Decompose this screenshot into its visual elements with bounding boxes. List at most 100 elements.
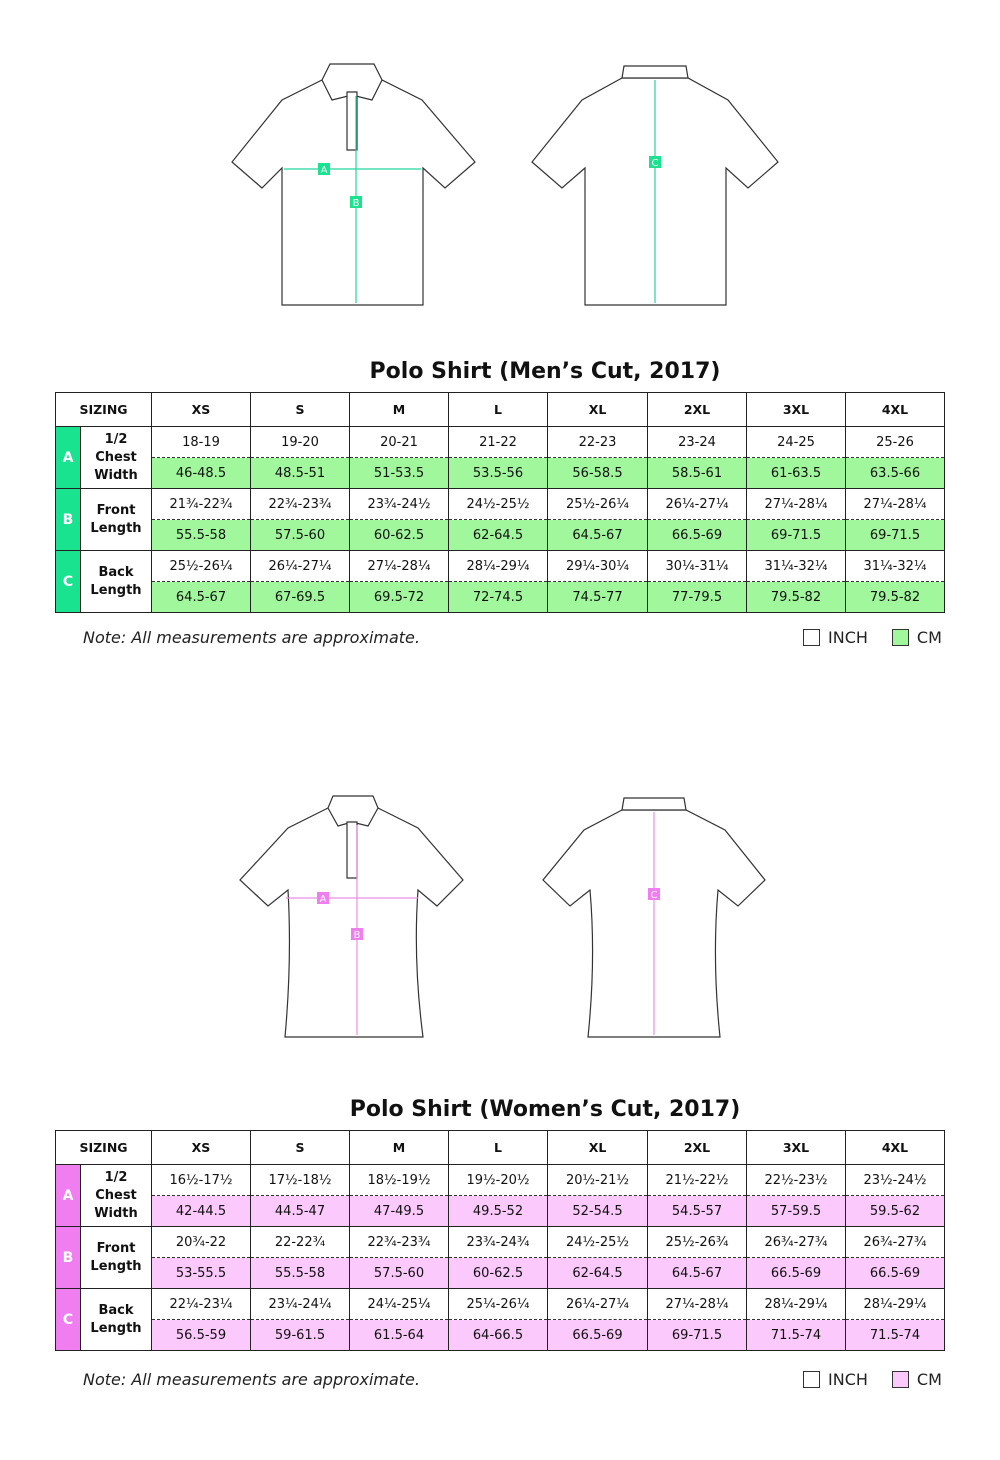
cm-cell: 61-63.5 (746, 457, 846, 489)
cm-cell: 64.5-67 (547, 519, 648, 551)
cm-cell: 66.5-69 (547, 1319, 648, 1351)
mens-marker-a: A (321, 165, 328, 176)
table-row-inch: B Front Length 21¾-22¾ 22¾-23¾ 23¾-24½ 24½-25½… (55, 488, 945, 551)
inch-cell: 27¼-28¼ (845, 488, 945, 520)
row-label: Front Length (80, 1226, 152, 1289)
mens-marker-c: C (652, 158, 659, 169)
cm-swatch (891, 629, 909, 646)
cm-cell: 63.5-66 (845, 457, 945, 489)
inch-cell: 18-19 (151, 426, 251, 458)
size-header: 4XL (845, 392, 945, 427)
inch-cell: 28¼-29¼ (845, 1288, 945, 1320)
size-header: XL (547, 1130, 648, 1165)
row-label: 1/2 Chest Width (80, 1164, 152, 1227)
inch-cell: 20-21 (349, 426, 449, 458)
mens-chart-title: Polo Shirt (Men’s Cut, 2017) (369, 359, 721, 384)
row-letter: B (55, 1226, 81, 1289)
inch-cell: 27¼-28¼ (349, 550, 449, 582)
inch-cell: 27¼-28¼ (647, 1288, 747, 1320)
size-header: XS (151, 392, 251, 427)
size-header: 3XL (746, 1130, 846, 1165)
size-header: XL (547, 392, 648, 427)
cm-cell: 59-61.5 (250, 1319, 350, 1351)
inch-cell: 25½-26¼ (547, 488, 648, 520)
womens-front-shirt (239, 795, 464, 1038)
cm-cell: 72-74.5 (448, 581, 548, 613)
womens-note: Note: All measurements are approximate. (83, 1370, 420, 1389)
cm-swatch (891, 1371, 909, 1388)
row-letter: C (55, 1288, 81, 1351)
inch-cell: 22-22¾ (250, 1226, 350, 1258)
inch-cell: 22½-23½ (746, 1164, 846, 1196)
inch-cell: 28¼-29¼ (448, 550, 548, 582)
inch-swatch (803, 1371, 820, 1388)
cm-cell: 69-71.5 (746, 519, 846, 551)
size-header: 2XL (647, 1130, 747, 1165)
legend-cm: CM (916, 1370, 942, 1389)
inch-cell: 20¾-22 (151, 1226, 251, 1258)
cm-cell: 42-44.5 (151, 1195, 251, 1227)
table-row-inch: A 1/2 Chest Width 16½-17½ 17½-18½ 18½-19½ 19½-2… (55, 1164, 945, 1227)
cm-cell: 59.5-62 (845, 1195, 945, 1227)
inch-cell: 31¼-32¼ (746, 550, 846, 582)
inch-cell: 27¼-28¼ (746, 488, 846, 520)
cm-cell: 66.5-69 (746, 1257, 846, 1289)
mens-shirt-diagrams: A B C (231, 63, 779, 306)
cm-cell: 64.5-67 (151, 581, 251, 613)
inch-cell: 29¼-30¼ (547, 550, 648, 582)
inch-cell: 25½-26¾ (647, 1226, 747, 1258)
mens-marker-b: B (353, 198, 360, 209)
table-row-cm: 56.5-59 59-61.5 61.5-64 64-66.5 66.5-69 69-71… (56, 1319, 945, 1351)
cm-cell: 51-53.5 (349, 457, 449, 489)
cm-cell: 44.5-47 (250, 1195, 350, 1227)
inch-cell: 16½-17½ (151, 1164, 251, 1196)
womens-size-table: SIZING XS S M L XL 2XL 3XL 4XL A 1/2 Chest Width 16½-… (55, 1130, 945, 1351)
mens-legend: INCH CM (803, 628, 942, 647)
mens-size-table: SIZING XS S M L XL 2XL 3XL 4XL A 1/2 Chest Width 18-1… (55, 392, 945, 613)
cm-cell: 71.5-74 (845, 1319, 945, 1351)
cm-cell: 52-54.5 (547, 1195, 648, 1227)
inch-cell: 28¼-29¼ (746, 1288, 846, 1320)
inch-cell: 21-22 (448, 426, 548, 458)
inch-cell: 25-26 (845, 426, 945, 458)
cm-cell: 60-62.5 (349, 519, 449, 551)
womens-marker-b: B (354, 930, 361, 941)
size-header: L (448, 392, 548, 427)
inch-cell: 17½-18½ (250, 1164, 350, 1196)
cm-cell: 46-48.5 (151, 457, 251, 489)
cm-cell: 64-66.5 (448, 1319, 548, 1351)
inch-cell: 23-24 (647, 426, 747, 458)
table-row-cm: 55.5-58 57.5-60 60-62.5 62-64.5 64.5-67 66.5-… (56, 519, 945, 551)
legend-inch: INCH (828, 628, 868, 647)
table-row-inch: B Front Length 20¾-22 22-22¾ 22¾-23¾ 23¾-24¾ 24… (55, 1226, 945, 1289)
inch-cell: 19-20 (250, 426, 350, 458)
cm-cell: 74.5-77 (547, 581, 648, 613)
cm-cell: 53.5-56 (448, 457, 548, 489)
legend-cm: CM (916, 628, 942, 647)
inch-cell: 26¾-27¾ (746, 1226, 846, 1258)
size-header: XS (151, 1130, 251, 1165)
cm-cell: 48.5-51 (250, 457, 350, 489)
inch-cell: 22¾-23¾ (250, 488, 350, 520)
cm-cell: 57-59.5 (746, 1195, 846, 1227)
mens-note: Note: All measurements are approximate. (83, 628, 420, 647)
cm-cell: 55.5-58 (151, 519, 251, 551)
inch-cell: 20½-21½ (547, 1164, 648, 1196)
legend-inch: INCH (828, 1370, 868, 1389)
cm-cell: 69.5-72 (349, 581, 449, 613)
inch-cell: 25¼-26¼ (448, 1288, 548, 1320)
cm-cell: 55.5-58 (250, 1257, 350, 1289)
size-header: M (349, 1130, 449, 1165)
cm-cell: 56.5-59 (151, 1319, 251, 1351)
inch-cell: 24½-25½ (448, 488, 548, 520)
inch-cell: 26¼-27¼ (547, 1288, 648, 1320)
cm-cell: 62-64.5 (547, 1257, 648, 1289)
cm-cell: 62-64.5 (448, 519, 548, 551)
row-label: 1/2 Chest Width (80, 426, 152, 489)
cm-cell: 60-62.5 (448, 1257, 548, 1289)
inch-cell: 24½-25½ (547, 1226, 648, 1258)
cm-cell: 56-58.5 (547, 457, 648, 489)
mens-front-shirt (231, 63, 476, 306)
sizing-header: SIZING (55, 1130, 152, 1165)
